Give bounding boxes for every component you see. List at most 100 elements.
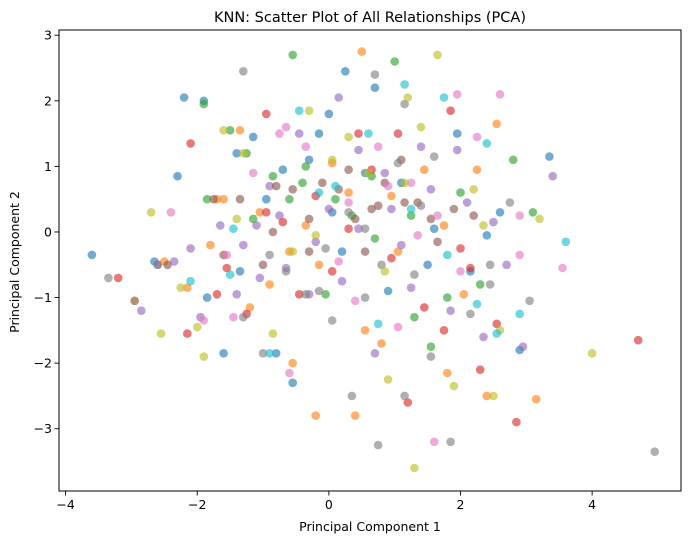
scatter-point: [492, 329, 502, 338]
scatter-point: [199, 99, 209, 109]
scatter-point: [426, 185, 436, 194]
scatter-point: [406, 211, 416, 220]
scatter-point: [472, 299, 482, 309]
x-axis: −4 −2 0 2 4: [56, 491, 596, 512]
scatter-point: [186, 244, 195, 253]
scatter-point: [492, 319, 502, 329]
scatter-point: [344, 188, 353, 197]
scatter-point: [248, 214, 258, 224]
scatter-point: [350, 214, 360, 224]
scatter-point: [258, 349, 268, 358]
scatter-point: [393, 322, 403, 332]
scatter-point: [650, 447, 659, 457]
scatter-point: [176, 283, 186, 293]
scatter-point: [466, 263, 475, 273]
scatter-point: [370, 83, 380, 92]
y-axis-label: Principal Component 2: [7, 191, 22, 333]
scatter-point: [426, 214, 436, 224]
scatter-point: [350, 296, 360, 306]
scatter-point: [275, 129, 284, 138]
scatter-point: [314, 129, 324, 138]
scatter-point: [225, 270, 235, 279]
scatter-point: [373, 440, 383, 450]
scatter-point: [410, 463, 419, 473]
x-tick-label: −2: [188, 497, 206, 512]
scatter-point: [406, 283, 416, 293]
scatter-point: [403, 398, 413, 407]
scatter-point: [334, 93, 344, 102]
scatter-point: [294, 129, 304, 138]
scatter-point: [370, 349, 380, 358]
scatter-point: [466, 309, 475, 319]
scatter-point: [262, 208, 271, 217]
scatter-point: [406, 204, 416, 214]
scatter-point: [502, 260, 511, 270]
scatter-point: [252, 221, 261, 230]
scatter-point: [393, 158, 403, 168]
scatter-point: [380, 267, 390, 276]
scatter-point: [265, 349, 274, 358]
scatter-point: [301, 142, 311, 151]
scatter-point: [209, 194, 218, 204]
scatter-point: [587, 349, 597, 358]
scatter-point: [545, 152, 554, 161]
scatter-point: [347, 391, 357, 401]
scatter-point: [239, 149, 248, 158]
chart-title: KNN: Scatter Plot of All Relationships (…: [214, 10, 526, 26]
scatter-point: [420, 165, 429, 174]
scatter-point: [429, 224, 439, 233]
scatter-point: [324, 204, 334, 214]
scatter-point: [331, 181, 340, 191]
scatter-point: [321, 244, 330, 253]
scatter-point: [446, 106, 455, 115]
scatter-point: [482, 391, 492, 401]
scatter-point: [104, 273, 113, 283]
x-tick-label: 0: [325, 497, 333, 512]
scatter-point: [288, 247, 298, 256]
scatter-point: [304, 155, 314, 165]
scatter-point: [271, 349, 281, 358]
scatter-point: [360, 293, 370, 302]
scatter-point: [373, 142, 383, 151]
scatter-point: [485, 280, 495, 289]
scatter-point: [429, 152, 439, 161]
scatter-point: [344, 165, 353, 174]
scatter-point: [433, 237, 442, 247]
scatter-point: [515, 309, 524, 319]
scatter-point: [479, 221, 488, 230]
scatter-point: [262, 194, 271, 204]
scatter-point: [186, 276, 195, 286]
scatter-point: [410, 312, 419, 322]
scatter-point: [380, 168, 390, 178]
points-layer: [87, 47, 659, 473]
scatter-point: [294, 290, 304, 299]
x-axis-label: Principal Component 1: [299, 519, 441, 534]
scatter-point: [433, 50, 442, 60]
scatter-point: [423, 260, 432, 270]
scatter-point: [377, 260, 386, 270]
scatter-point: [443, 368, 452, 378]
scatter-point: [294, 106, 304, 115]
scatter-point: [318, 178, 327, 188]
scatter-point: [393, 129, 403, 138]
scatter-point: [370, 70, 380, 79]
scatter-point: [387, 191, 396, 201]
scatter-point: [357, 47, 367, 56]
scatter-point: [334, 257, 344, 266]
scatter-point: [298, 178, 307, 188]
scatter-point: [400, 198, 409, 207]
scatter-point: [248, 168, 258, 178]
scatter-point: [344, 132, 353, 142]
scatter-point: [235, 194, 245, 204]
scatter-point: [360, 224, 370, 233]
scatter-point: [337, 247, 347, 256]
scatter-point: [495, 90, 505, 99]
scatter-point: [245, 303, 255, 312]
scatter-point: [199, 352, 209, 361]
scatter-point: [130, 296, 139, 306]
scatter-point: [439, 326, 449, 335]
y-tick-label: 0: [44, 224, 52, 239]
scatter-point: [216, 221, 225, 230]
scatter-point: [169, 257, 179, 266]
